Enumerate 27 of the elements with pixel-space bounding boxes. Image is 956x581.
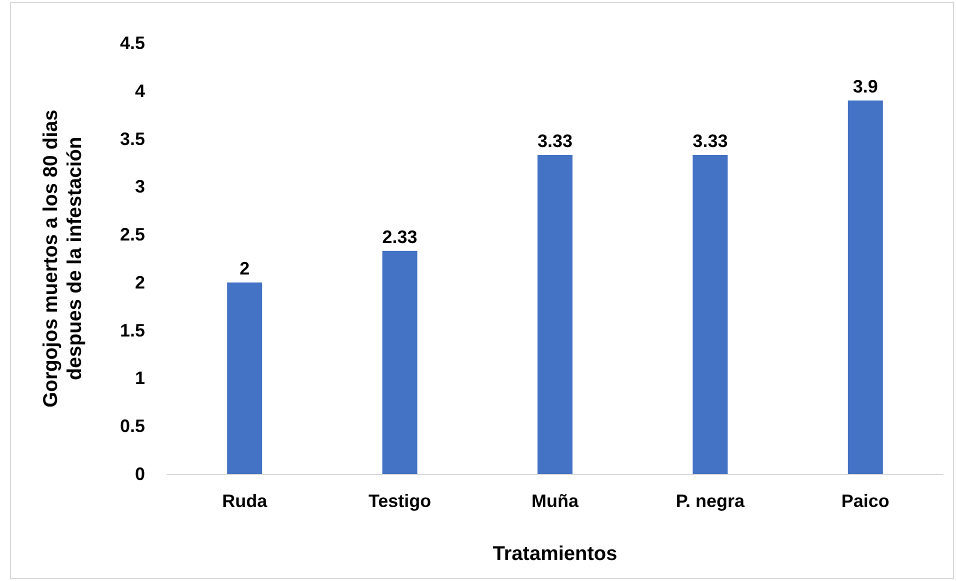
bar	[692, 155, 728, 474]
data-label: 3.9	[852, 76, 878, 96]
y-tick-label: 2	[134, 272, 145, 292]
y-tick-label: 0	[134, 464, 145, 484]
y-tick-label: 1	[134, 368, 145, 388]
y-tick-label: 0.5	[120, 416, 145, 436]
data-label: 2	[240, 258, 250, 278]
bar	[538, 155, 572, 474]
y-axis-title: Gorgojos muertos a los 80 dias despues de la infestación	[40, 110, 86, 408]
x-tick-label: Testigo	[368, 491, 432, 511]
y-tick-label: 1.5	[120, 320, 145, 340]
bar	[382, 250, 418, 474]
data-label: 3.33	[537, 131, 573, 152]
bar	[848, 100, 883, 474]
x-tick-label: Ruda	[222, 491, 268, 511]
x-axis-title: Tratamientos	[492, 543, 618, 565]
y-tick-label: 4.5	[120, 33, 145, 53]
bar	[227, 282, 262, 474]
y-tick-label: 2.5	[120, 224, 145, 245]
y-tick-label: 4	[134, 80, 145, 101]
x-tick-label: Muña	[532, 491, 580, 511]
data-label: 3.33	[692, 131, 728, 152]
data-label: 2.33	[382, 226, 418, 247]
x-tick-label: Paico	[841, 491, 890, 511]
x-tick-label: P. negra	[676, 491, 746, 511]
y-tick-label: 3.5	[120, 128, 145, 149]
y-tick-label: 3	[134, 176, 145, 197]
